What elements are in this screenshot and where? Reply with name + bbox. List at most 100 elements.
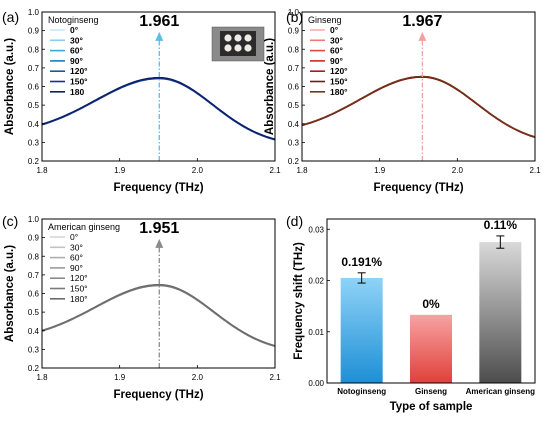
legend-entry-3: 90° (70, 56, 83, 66)
y-tick-label: 1.0 (28, 215, 40, 224)
y-tick-label: 0.3 (288, 138, 300, 147)
peak-marker-arrowhead (418, 31, 427, 41)
series-line-6 (41, 76, 276, 140)
y-tick-label: 0.00 (308, 379, 324, 388)
peak-marker-arrowhead (155, 238, 164, 248)
x-tick-label: 1.9 (114, 166, 126, 175)
legend-entry-1: 30° (70, 242, 83, 252)
panel-d: (d) 0.191% Notoginseng 0% Ginseng 0.11% Americ… (286, 213, 536, 413)
peak-value-label: 1.961 (139, 13, 179, 30)
y-axis-title: Absorbance (a.u.) (4, 38, 16, 135)
y-tick-label: 0.2 (28, 364, 40, 373)
y-tick-label: 0.3 (28, 345, 40, 354)
legend-entry-1: 30° (330, 35, 343, 45)
legend-entry-5: 150° (70, 284, 88, 294)
y-tick-label: 0.5 (288, 101, 300, 110)
series-group (41, 283, 276, 348)
x-tick-label: Notoginseng (337, 387, 386, 396)
y-tick-label: 0.2 (28, 157, 40, 166)
panel-a: (a) 1.961 0.2 0.3 0.4 0.5 0.6 0.7 0.8 0.9 1.0 1.8 1.… (2, 8, 281, 194)
x-tick-label: 2.0 (192, 166, 204, 175)
bar-2 (479, 242, 522, 383)
x-axis-title: Type of sample (390, 401, 473, 413)
x-tick-label: Ginseng (415, 387, 447, 396)
sample-photo (211, 26, 265, 62)
series-line-5 (41, 285, 276, 348)
legend-entry-2: 60° (330, 46, 343, 56)
y-tick-label: 0.4 (28, 120, 40, 129)
sample-disc-5 (244, 44, 252, 52)
x-axis-title: Frequency (THz) (373, 182, 463, 194)
y-axis-title: Frequency shift (THz) (293, 242, 305, 360)
sample-disc-2 (244, 34, 252, 42)
y-tick-label: 0.3 (28, 138, 40, 147)
y-tick-label: 0.9 (28, 27, 40, 36)
legend-title: American ginseng (48, 222, 120, 232)
bar-value-label-2: 0.11% (484, 218, 518, 232)
y-tick-label: 0.4 (288, 120, 300, 129)
y-tick-label: 0.4 (28, 327, 40, 336)
legend-entry-3: 90° (330, 56, 343, 66)
series-group (41, 76, 276, 141)
legend-entry-4: 120° (70, 273, 88, 283)
x-tick-label: 1.8 (36, 373, 48, 382)
sample-disc-4 (234, 44, 242, 52)
y-tick-label: 0.7 (28, 64, 40, 73)
bar-1 (410, 314, 452, 383)
sample-disc-0 (224, 34, 232, 42)
peak-marker-arrowhead (155, 31, 164, 41)
x-tick-label: 2.0 (452, 166, 464, 175)
x-tick-label: American ginseng (466, 387, 535, 396)
y-tick-label: 0.8 (288, 45, 300, 54)
panel-label: (c) (2, 213, 18, 229)
panel-label: (d) (286, 213, 303, 229)
legend-entry-6: 180° (70, 294, 88, 304)
series-group (301, 75, 536, 139)
x-tick-label: 1.8 (296, 166, 308, 175)
legend-entry-5: 150° (70, 77, 88, 87)
y-tick-label: 0.9 (288, 27, 300, 36)
bar-value-label-1: 0% (422, 297, 440, 311)
y-tick-label: 0.5 (28, 308, 40, 317)
y-axis-title: Absorbance (a.u.) (4, 245, 16, 342)
y-tick-label: 0.7 (288, 64, 300, 73)
y-tick-label: 0.6 (28, 83, 40, 92)
y-axis-title: Absorbance (a.u.) (264, 38, 276, 135)
legend-entry-0: 0° (70, 232, 78, 242)
x-tick-label: 1.9 (114, 373, 126, 382)
series-line-5 (41, 78, 276, 141)
sample-disc-3 (224, 44, 232, 52)
x-tick-label: 2.1 (529, 166, 541, 175)
legend-entry-4: 120° (70, 66, 88, 76)
y-tick-label: 0.9 (28, 234, 40, 243)
x-axis-title: Frequency (THz) (113, 182, 203, 194)
series-line-6 (301, 75, 536, 138)
y-tick-label: 0.01 (308, 328, 324, 337)
panel-label: (a) (2, 9, 19, 25)
x-tick-label: 2.1 (269, 373, 281, 382)
peak-value-label: 1.951 (139, 220, 179, 237)
panel-label: (b) (286, 9, 303, 25)
panel-c: (c) 1.951 0.2 0.3 0.4 0.5 0.6 0.7 0.8 0.9 1.0 1.8 1.… (2, 213, 281, 401)
y-tick-label: 1.0 (288, 8, 300, 17)
legend-entry-1: 30° (70, 35, 83, 45)
legend-title: Notoginseng (48, 15, 99, 25)
x-axis-title: Frequency (THz) (113, 389, 203, 401)
legend-title: Ginseng (308, 15, 342, 25)
bar-value-label-0: 0.191% (341, 255, 382, 269)
y-tick-label: 1.0 (28, 8, 40, 17)
y-tick-label: 0.02 (308, 277, 324, 286)
legend-entry-5: 150° (330, 77, 348, 87)
plot-frame (326, 218, 536, 384)
peak-value-label: 1.967 (402, 13, 442, 30)
series-line-6 (41, 283, 276, 347)
y-tick-label: 0.6 (28, 290, 40, 299)
y-tick-label: 0.03 (308, 225, 324, 234)
legend-entry-2: 60° (70, 46, 83, 56)
legend-entry-0: 0° (70, 25, 79, 35)
legend-entry-0: 0° (330, 25, 339, 35)
y-tick-label: 0.8 (28, 252, 40, 261)
legend-entry-6: 180 (70, 87, 84, 97)
